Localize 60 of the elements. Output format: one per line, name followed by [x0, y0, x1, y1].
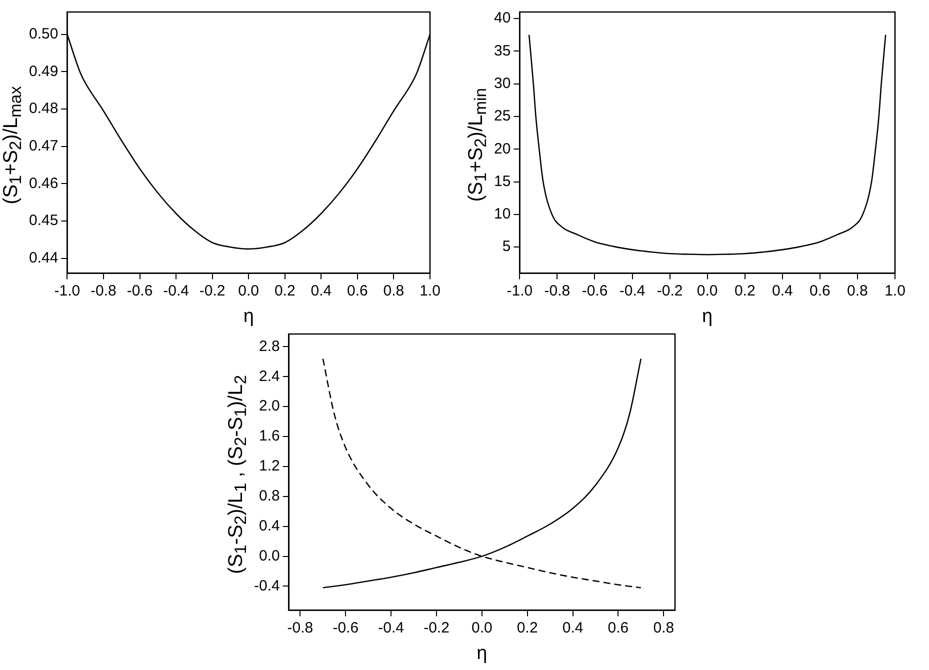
y-tick-label: 2.0: [258, 398, 280, 415]
y-tick-label: 0.46: [28, 174, 58, 192]
y-tick-label: 0.44: [28, 249, 58, 266]
x-tick-label: -0.4: [378, 619, 404, 636]
y-tick-label: 40: [494, 10, 511, 27]
y-tick-label: 2.8: [258, 338, 280, 355]
x-tick-label: -0.4: [619, 282, 646, 300]
y-tick-label: 15: [494, 172, 511, 190]
x-tick-label: 1.0: [420, 282, 440, 300]
y-tick-label: 35: [494, 42, 511, 60]
x-tick-label: 0.2: [274, 282, 296, 300]
x-axis-title: η: [702, 306, 713, 327]
y-tick-label: 0.50: [28, 26, 58, 43]
y-tick-label: 1.6: [258, 428, 280, 445]
x-tick-label: -1.0: [506, 282, 533, 300]
x-tick-label: -0.8: [287, 619, 314, 636]
x-tick-label: -0.2: [424, 619, 450, 636]
x-tick-label: 0.6: [347, 282, 368, 300]
x-tick-label: 0.8: [847, 282, 868, 300]
y-tick-label: 20: [494, 140, 511, 158]
y-tick-label: 10: [494, 206, 511, 223]
y-tick-label: 0.48: [28, 100, 58, 118]
x-tick-label: -0.2: [656, 282, 683, 300]
x-tick-label: 0.2: [516, 619, 538, 636]
x-tick-label: 0.0: [238, 282, 260, 300]
x-tick-label: -0.2: [199, 282, 226, 300]
x-tick-label: 0.2: [734, 282, 756, 300]
x-axis-title: η: [243, 306, 254, 327]
x-tick-label: -1.0: [54, 282, 80, 300]
y-tick-label: -0.4: [254, 577, 280, 594]
y-tick-label: 0.45: [28, 212, 58, 230]
x-tick-label: 0.4: [310, 282, 332, 300]
x-tick-label: -0.4: [163, 282, 189, 300]
y-tick-label: 2.4: [258, 368, 280, 385]
y-tick-label: 30: [494, 74, 511, 92]
x-tick-label: -0.6: [332, 619, 359, 636]
x-tick-label: 0.4: [562, 619, 584, 636]
y-tick-label: 0.8: [258, 488, 280, 505]
x-tick-label: 0.0: [696, 282, 718, 300]
y-tick-label: 25: [494, 108, 511, 125]
x-tick-label: 0.6: [608, 619, 629, 636]
line-series: [322, 358, 642, 588]
y-tick-label: 1.2: [258, 458, 280, 475]
x-tick-label: 1.0: [884, 282, 906, 300]
x-tick-label: -0.8: [544, 282, 570, 300]
y-tick-label: 5: [502, 238, 511, 256]
x-tick-label: 0.8: [653, 619, 674, 636]
x-tick-label: 0.8: [383, 282, 404, 300]
x-tick-label: -0.6: [582, 282, 608, 300]
y-tick-label: 0.47: [28, 137, 58, 154]
x-tick-label: 0.4: [772, 282, 793, 300]
line-series: [528, 34, 886, 256]
x-axis-title: η: [476, 642, 488, 664]
x-tick-label: 0.0: [471, 619, 492, 636]
y-tick-label: 0.0: [258, 547, 280, 564]
y-tick-label: 0.4: [258, 518, 280, 535]
x-tick-label: -0.8: [90, 282, 116, 300]
x-tick-label: 0.6: [810, 282, 830, 300]
y-tick-label: 0.49: [28, 62, 58, 80]
x-tick-label: -0.6: [126, 282, 153, 300]
